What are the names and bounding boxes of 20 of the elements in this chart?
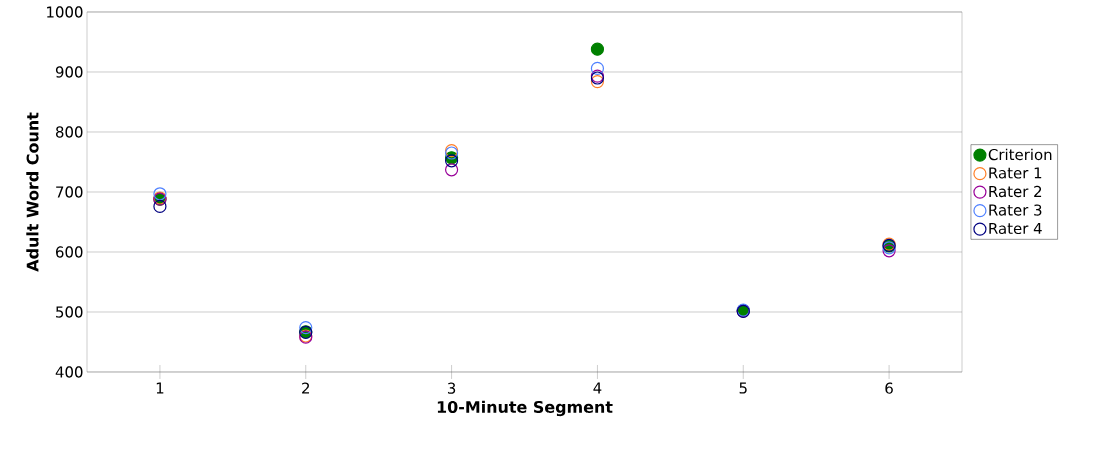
legend-label: Criterion — [988, 148, 1052, 161]
y-tick-label: 700 — [56, 186, 83, 198]
y-tick-label: 400 — [55, 366, 83, 378]
x-tick-label: 4 — [593, 382, 602, 394]
y-tick-label: 900 — [55, 66, 83, 78]
x-tick-label: 6 — [885, 382, 893, 394]
x-axis-title: 10-Minute Segment — [437, 400, 613, 417]
legend-label: Rater 4 — [989, 222, 1042, 235]
legend-label: Rater 1 — [989, 167, 1042, 179]
y-tick-label: 1000 — [47, 6, 83, 18]
x-tick-label: 3 — [447, 382, 456, 394]
y-tick-label: 600 — [56, 246, 83, 258]
legend-label: Rater 3 — [989, 204, 1042, 216]
x-tick-label: 1 — [156, 382, 164, 394]
y-tick-label: 500 — [56, 306, 83, 318]
y-axis-title: Adult Word Count — [26, 112, 39, 272]
legend-label: Rater 2 — [989, 185, 1042, 198]
x-tick-label: 5 — [739, 382, 747, 394]
x-tick-label: 2 — [302, 382, 310, 394]
y-tick-label: 800 — [55, 126, 83, 138]
